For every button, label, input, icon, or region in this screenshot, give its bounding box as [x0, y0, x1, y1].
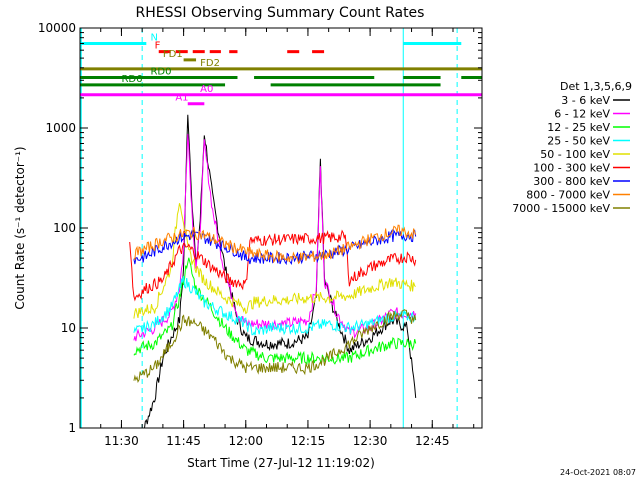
x-tick-label-5: 12:45 [415, 434, 450, 448]
legend-entry-6: 300 - 800 keV [533, 175, 610, 188]
flag-label-fd1: FD1 [163, 49, 183, 60]
y-axis-ticks: 1 10 100 1000 10000 [38, 21, 482, 435]
series-line-0 [144, 114, 417, 428]
x-axis-label: Start Time (27-Jul-12 11:19:02) [187, 456, 375, 470]
series-line-7 [133, 224, 417, 265]
legend-entry-1: 6 - 12 keV [554, 108, 610, 121]
flag-label-fd2: FD2 [200, 58, 220, 69]
flag-label-f: F [155, 41, 161, 52]
y-axis-label: Count Rate (s⁻¹ detector⁻¹) [13, 146, 27, 309]
series-line-2 [133, 257, 417, 366]
flag-label-rd0: RD0 [150, 66, 171, 77]
legend-entry-5: 100 - 300 keV [533, 162, 610, 175]
chart-title: RHESSI Observing Summary Count Rates [136, 5, 425, 21]
series-line-5 [129, 229, 417, 302]
legend-entry-4: 50 - 100 keV [540, 148, 610, 161]
generated-timestamp: 24-Oct-2021 08:07 [560, 468, 636, 477]
legend-entry-0: 3 - 6 keV [561, 94, 610, 107]
flag-label-rd6: RD6 [121, 74, 142, 85]
y-tick-label-0: 1 [68, 421, 76, 435]
y-tick-label-2: 100 [53, 221, 76, 235]
x-tick-label-3: 12:15 [291, 434, 326, 448]
y-tick-label-4: 10000 [38, 21, 76, 35]
flag-label-n: N [150, 32, 157, 43]
series-line-4 [133, 203, 416, 319]
y-tick-label-3: 1000 [45, 121, 76, 135]
legend-entry-8: 7000 - 15000 keV [512, 202, 610, 215]
legend-entry-2: 12 - 25 keV [547, 121, 610, 134]
legend-entry-7: 800 - 7000 keV [526, 189, 610, 202]
x-tick-label-4: 12:30 [353, 434, 388, 448]
x-axis-ticks: 11:30 11:45 12:00 12:15 12:30 12:45 [100, 28, 475, 448]
y-tick-label-1: 10 [61, 321, 76, 335]
x-tick-label-2: 12:00 [228, 434, 263, 448]
flag-label-a1: A1 [175, 93, 188, 104]
x-tick-label-1: 11:45 [166, 434, 201, 448]
flag-label-a0: A0 [200, 84, 213, 95]
legend-title: Det 1,3,5,6,9 [560, 80, 632, 93]
series-line-8 [133, 309, 417, 383]
x-tick-label-0: 11:30 [104, 434, 139, 448]
legend-entry-3: 25 - 50 keV [547, 135, 610, 148]
series-line-3 [133, 276, 417, 336]
